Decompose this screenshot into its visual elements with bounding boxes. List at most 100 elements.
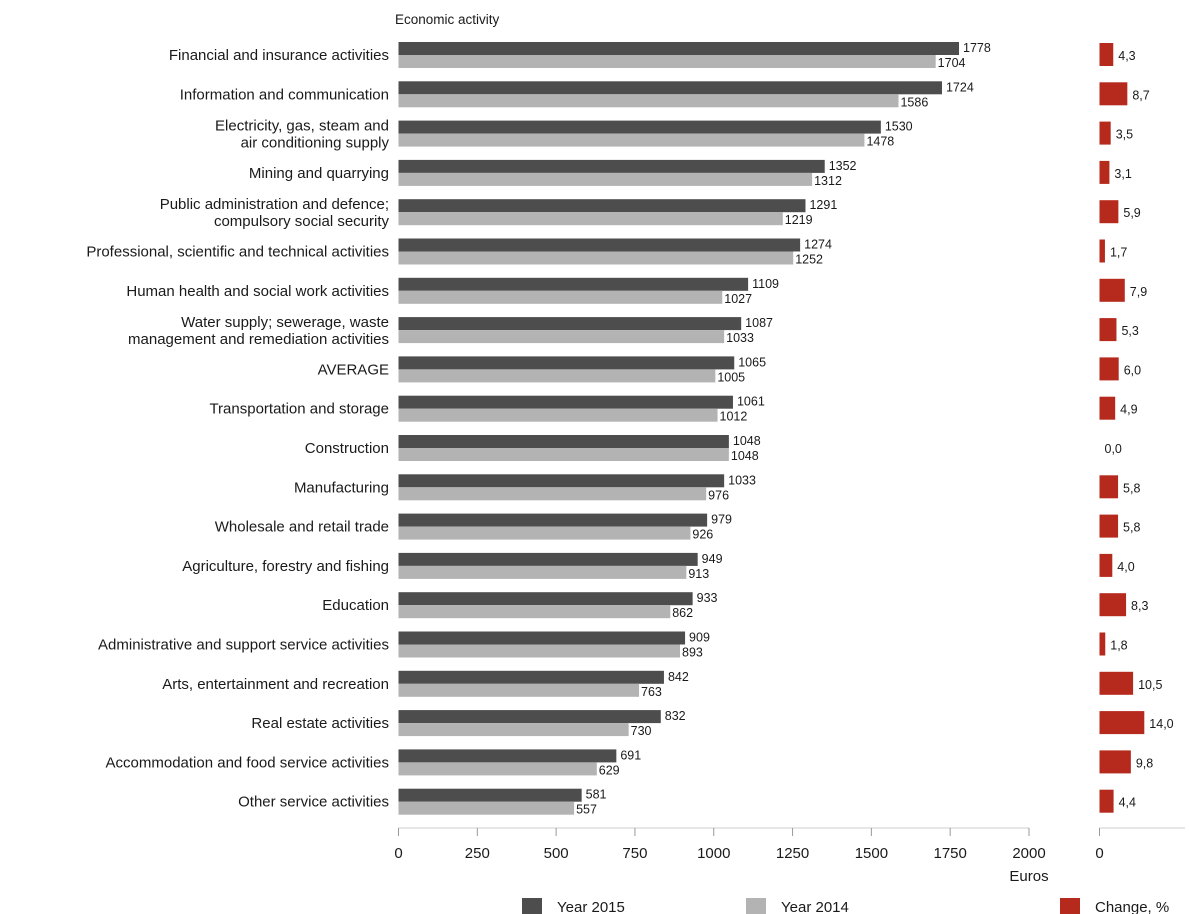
x-tick-label-500: 500 [544,845,569,862]
bar-2015-education [398,592,693,606]
value-label-2014-information-and-communication: 1586 [900,95,928,109]
bars-layer: Financial and insurance activities 177817… [86,41,991,817]
category-label-education: Education [322,597,389,614]
category-label-line: compulsory social security [214,213,390,230]
value-label-2015-real-estate-activities: 832 [665,709,686,723]
change-bar-financial-and-insurance-activities [1099,43,1114,66]
category-label-other-service-activities: Other service activities [238,794,389,811]
value-label-2014-public-administration-and-defence-compulsory-social-security: 1219 [785,213,813,227]
change-label-accommodation-and-food-service-activities: 9,8 [1136,756,1153,770]
value-label-2014-education: 862 [672,606,693,620]
value-label-2014-manufacturing: 976 [708,488,729,502]
bar-2014-arts-entertainment-and-recreation [398,683,640,697]
category-label-human-health-and-social-work-activities: Human health and social work activities [126,283,389,300]
change-label-electricity-gas-steam-and-air-conditioning-supply: 3,5 [1116,128,1133,142]
change-label-education: 8,3 [1131,599,1148,613]
category-label-mining-and-quarrying: Mining and quarrying [249,165,389,182]
change-label-mining-and-quarrying: 3,1 [1114,167,1131,181]
change-label-other-service-activities: 4,4 [1119,796,1136,810]
x-tick-label-250: 250 [465,845,490,862]
value-label-2015-human-health-and-social-work-activities: 1109 [752,277,779,291]
value-label-2014-other-service-activities: 557 [576,803,597,817]
bar-2015-mining-and-quarrying [398,159,825,173]
change-bar-transportation-and-storage [1099,396,1116,420]
bar-2014-real-estate-activities [398,723,629,737]
bar-2014-financial-and-insurance-activities [398,55,936,68]
change-bar-manufacturing [1099,475,1119,499]
x-tick-label-1500: 1500 [855,845,888,862]
change-bar-water-supply-sewerage-waste-management-and-remediation-activities [1099,318,1117,342]
x-tick-label-750: 750 [622,845,647,862]
value-label-2014-wholesale-and-retail-trade: 926 [692,528,713,542]
change-label-water-supply-sewerage-waste-management-and-remediation-activities: 5,3 [1121,324,1138,338]
change-bar-education [1099,593,1127,617]
bar-2015-average [398,356,735,370]
bar-2014-transportation-and-storage [398,408,718,422]
bar-2015-arts-entertainment-and-recreation [398,670,664,684]
change-label-arts-entertainment-and-recreation: 10,5 [1138,678,1162,692]
bar-2015-electricity-gas-steam-and-air-conditioning-supply [398,120,881,134]
bar-2014-education [398,605,671,619]
value-label-2014-agriculture-forestry-and-fishing: 913 [688,567,709,581]
bar-2015-public-administration-and-defence-compulsory-social-security [398,199,806,213]
change-bar-mining-and-quarrying [1099,160,1110,184]
value-label-2014-professional-scientific-and-technical-activities: 1252 [795,253,823,267]
bar-2015-administrative-and-support-service-activities [398,631,686,645]
category-label-line: Public administration and defence; [160,196,389,213]
x-tick-label-1000: 1000 [697,845,730,862]
bar-2015-other-service-activities [398,788,582,802]
value-label-2015-arts-entertainment-and-recreation: 842 [668,670,689,684]
value-label-2014-mining-and-quarrying: 1312 [814,174,842,188]
change-label-real-estate-activities: 14,0 [1149,717,1173,731]
change-label-transportation-and-storage: 4,9 [1120,403,1137,417]
value-label-2015-public-administration-and-defence-compulsory-social-security: 1291 [809,198,837,212]
bar-2015-accommodation-and-food-service-activities [398,749,617,763]
legend-label-change: Change, % [1095,899,1169,914]
legend-label-year-2015: Year 2015 [557,899,625,914]
legend-swatch-year-2015 [522,898,542,914]
change-bar-other-service-activities [1099,789,1114,813]
bar-2015-transportation-and-storage [398,395,733,409]
change-bar-accommodation-and-food-service-activities [1099,750,1131,774]
change-label-financial-and-insurance-activities: 4,3 [1118,49,1135,63]
chart-title: Economic activity [395,12,500,27]
bar-2015-manufacturing [398,474,725,488]
bar-2015-water-supply-sewerage-waste-management-and-remediation-activities [398,317,742,331]
change-bar-administrative-and-support-service-activities [1099,632,1106,656]
category-label-water-supply-sewerage-waste-management-and-remediation-activities: Water supply; sewerage, waste management … [128,314,389,348]
category-label-real-estate-activities: Real estate activities [251,715,389,732]
value-label-2015-administrative-and-support-service-activities: 909 [689,631,710,645]
bar-2014-wholesale-and-retail-trade [398,526,691,540]
legend: Year 2015 Year 2014 Change, % [522,898,1169,914]
bar-2014-average [398,369,716,383]
change-label-average: 6,0 [1124,363,1141,377]
legend-swatch-year-2014 [746,898,766,914]
change-bar-average [1099,357,1119,381]
category-label-line: air conditioning supply [241,135,390,152]
change-label-administrative-and-support-service-activities: 1,8 [1110,639,1127,653]
bar-2014-information-and-communication [398,94,899,108]
x-axis: 0 250 500 750 1000 1250 1500 1750 2000 0 [394,827,1185,862]
bar-2014-agriculture-forestry-and-fishing [398,565,687,579]
change-tick-label-0: 0 [1095,845,1103,862]
value-label-2015-accommodation-and-food-service-activities: 691 [620,748,641,762]
category-label-average: AVERAGE [318,361,389,378]
bar-2015-professional-scientific-and-technical-activities [398,238,801,252]
bar-2015-human-health-and-social-work-activities [398,277,749,291]
change-bar-information-and-communication [1099,82,1128,106]
x-tick-label-2000: 2000 [1012,845,1045,862]
category-label-transportation-and-storage: Transportation and storage [209,401,389,418]
value-label-2014-real-estate-activities: 730 [631,724,652,738]
category-label-information-and-communication: Information and communication [180,86,389,103]
bar-2014-other-service-activities [398,801,575,815]
category-label-financial-and-insurance-activities: Financial and insurance activities [169,47,389,64]
bar-2014-manufacturing [398,487,707,501]
value-label-2015-wholesale-and-retail-trade: 979 [711,513,732,527]
change-bar-public-administration-and-defence-compulsory-social-security [1099,200,1119,224]
value-label-2014-average: 1005 [717,370,745,384]
category-label-administrative-and-support-service-activities: Administrative and support service activ… [98,637,389,654]
change-bar-electricity-gas-steam-and-air-conditioning-supply [1099,121,1111,145]
bar-2015-real-estate-activities [398,710,661,724]
